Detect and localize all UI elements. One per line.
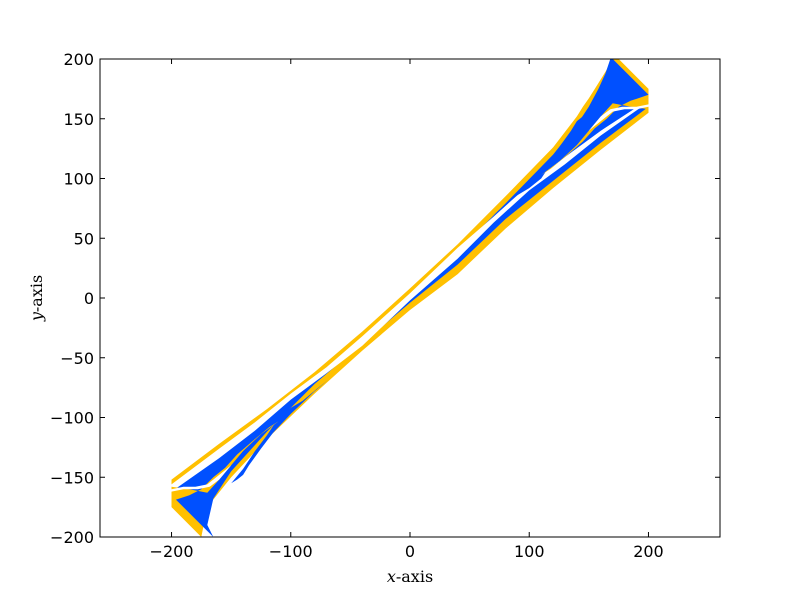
x-tick-label: −100 — [269, 542, 313, 561]
y-tick-label: −150 — [50, 468, 94, 487]
contour-lower-orange-lobe — [171, 421, 279, 502]
ticks: −200 −100 0 100 200 −200 −150 −100 −50 0 50 100 150 2… — [50, 50, 720, 561]
contour-upper-orange-lobe — [541, 94, 649, 175]
x-axis-label: x-axis — [387, 567, 433, 586]
x-axis-label-rest: -axis — [396, 567, 433, 586]
y-tick-label: −50 — [60, 349, 94, 368]
x-axis-label-var: x — [387, 567, 396, 586]
y-axis-label: y-axis — [27, 275, 46, 322]
y-tick-label: 200 — [63, 50, 94, 69]
x-tick-label: 0 — [405, 542, 415, 561]
y-tick-label: −100 — [50, 409, 94, 428]
contour-upper-white-notch — [588, 104, 649, 131]
contour-band-core — [171, 99, 649, 492]
y-tick-label: 0 — [84, 289, 94, 308]
contour-upper-blue-lobe — [491, 112, 589, 217]
contour-lower-blue-lobe — [231, 379, 329, 484]
contour-lower-white-notch — [171, 465, 232, 492]
y-tick-label: −200 — [50, 528, 94, 547]
x-tick-label: 200 — [633, 542, 664, 561]
y-axis-label-var: y — [27, 311, 46, 322]
y-tick-label: 50 — [74, 229, 94, 248]
x-tick-label: −200 — [150, 542, 194, 561]
x-tick-label: 100 — [514, 542, 545, 561]
y-axis-label-rest: -axis — [27, 275, 46, 312]
y-tick-label: 150 — [63, 110, 94, 129]
y-tick-label: 100 — [63, 170, 94, 189]
plot-area — [171, 59, 649, 537]
